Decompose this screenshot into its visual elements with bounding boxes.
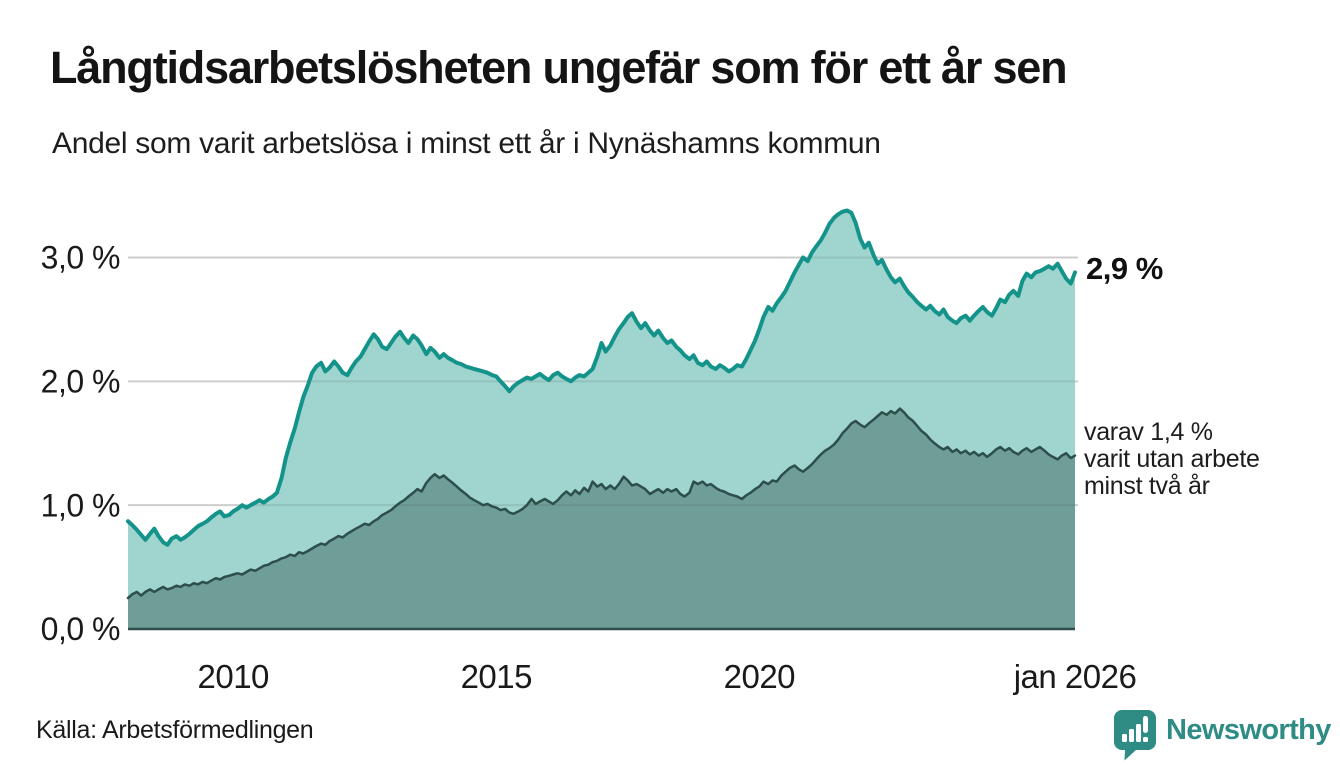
series-line-min-one-year xyxy=(126,208,1077,547)
source-note: Källa: Arbetsförmedlingen xyxy=(36,716,314,744)
series-line-min-two-years xyxy=(126,407,1077,600)
y-tick-2: 2,0 % xyxy=(41,364,120,400)
brand-name: Newsworthy xyxy=(1166,714,1331,746)
latest-value-annotation: 2,9 % xyxy=(1086,251,1163,286)
brand-logo: Newsworthy xyxy=(1113,709,1331,766)
breakdown-line-2: varit utan arbete xyxy=(1084,445,1260,473)
page-title: Långtidsarbetslösheten ungefär som för e… xyxy=(50,42,1068,93)
newsworthy-pin-barchart-icon xyxy=(1113,709,1157,766)
breakdown-annotation: varav 1,4 % varit utan arbete minst två … xyxy=(1084,419,1260,500)
x-tick-2010: 2010 xyxy=(198,658,270,695)
series-area-min-two-years xyxy=(128,408,1075,629)
y-tick-0: 0,0 % xyxy=(41,611,120,647)
x-tick-2015: 2015 xyxy=(461,658,532,695)
page-subtitle: Andel som varit arbetslösa i minst ett å… xyxy=(52,127,881,160)
breakdown-line-3: minst två år xyxy=(1084,472,1210,500)
y-tick-1: 1,0 % xyxy=(41,487,120,523)
x-tick-2020: 2020 xyxy=(724,658,796,695)
x-tick-2026: jan 2026 xyxy=(1013,658,1137,695)
breakdown-line-1: varav 1,4 % xyxy=(1084,418,1213,446)
y-tick-3: 3,0 % xyxy=(41,240,120,276)
